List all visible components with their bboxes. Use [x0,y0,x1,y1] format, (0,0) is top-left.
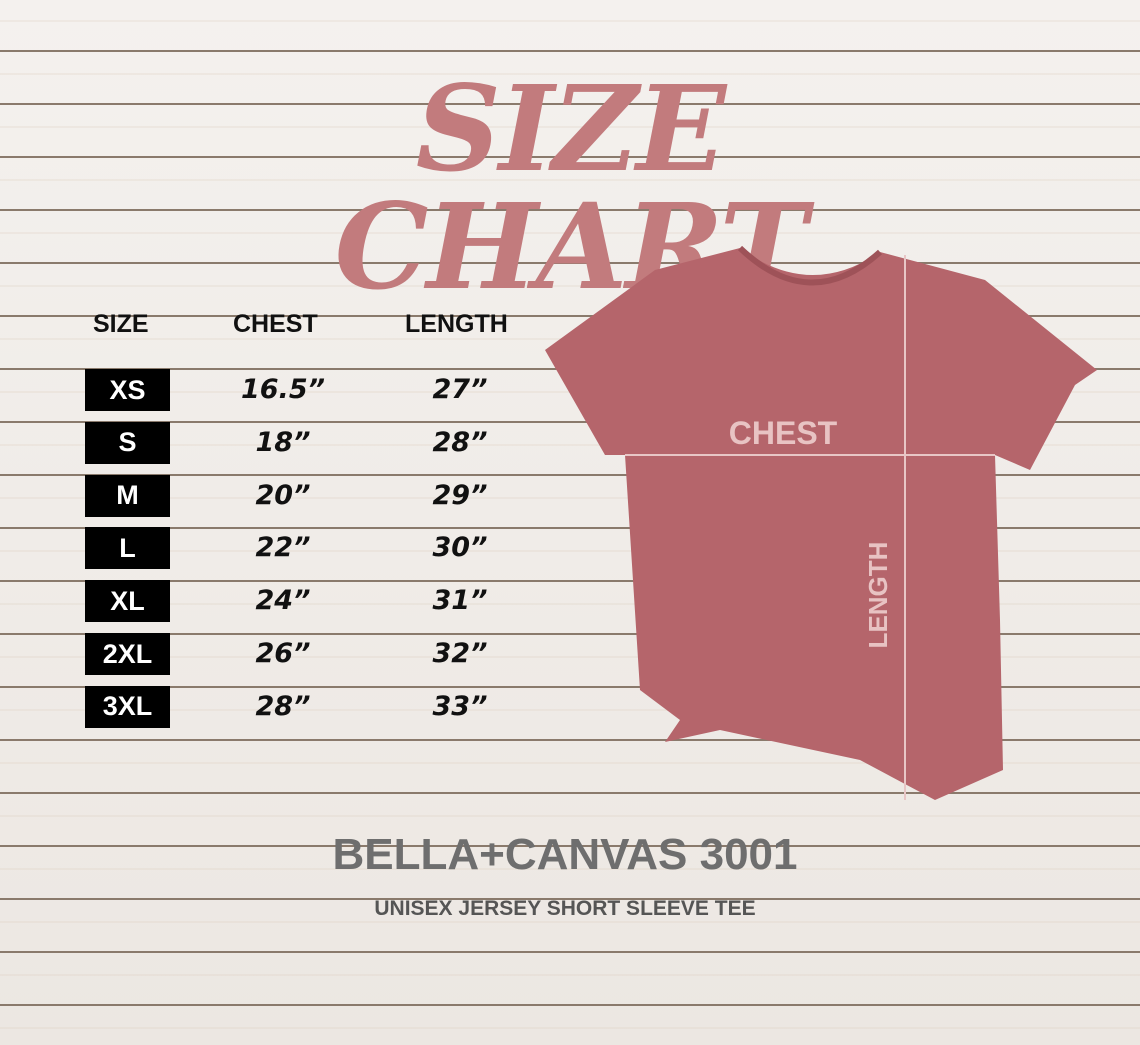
product-description: UNISEX JERSEY SHORT SLEEVE TEE [374,897,756,920]
chest-value: 16.5” [240,374,325,405]
length-value: 29” [432,479,488,511]
size-badge: L [85,527,170,570]
size-badge: M [85,474,170,517]
size-badge: XL [85,580,170,623]
chest-value: 22” [255,532,311,564]
chest-value: 24” [255,585,311,617]
chest-value: 28” [255,690,311,722]
brand-name: BELLA+CANVAS 3001 [332,830,798,879]
size-badge: 2XL [85,633,170,675]
chest-label: CHEST [729,415,838,451]
length-value: 32” [432,638,488,669]
chest-value: 26” [255,638,311,669]
header-length: LENGTH [405,310,508,338]
length-value: 33” [432,690,488,722]
tshirt-shape [545,248,1097,800]
length-value: 27” [432,374,488,405]
size-badge: XS [85,369,170,411]
tshirt-collar [737,245,883,286]
length-value: 31” [432,585,488,617]
size-badge: 3XL [85,685,170,728]
length-value: 30” [432,532,488,564]
header-size: SIZE [93,310,149,338]
chest-value: 20” [255,479,311,511]
length-value: 28” [432,426,488,458]
size-badge: S [85,421,170,464]
chest-value: 18” [255,426,311,458]
header-chest: CHEST [233,310,318,338]
length-label: LENGTH [863,542,893,649]
